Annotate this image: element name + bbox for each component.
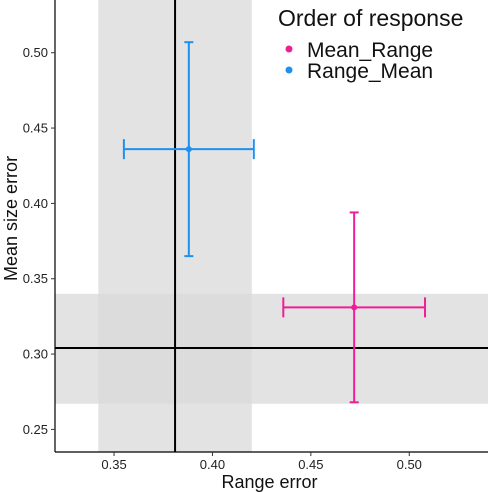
plot-area xyxy=(55,0,488,452)
x-axis-ticks: 0.35 0.40 0.45 0.50 xyxy=(101,452,422,472)
y-tick-label: 0.45 xyxy=(23,121,48,136)
x-tick-label: 0.35 xyxy=(101,457,126,472)
y-axis-title: Mean size error xyxy=(1,156,21,281)
legend-label: Mean_Range xyxy=(307,39,433,62)
series-range-mean xyxy=(122,41,255,258)
y-tick-label: 0.30 xyxy=(23,347,48,362)
series-mean-range xyxy=(282,211,427,404)
x-tick-label: 0.45 xyxy=(298,457,323,472)
data-point xyxy=(351,304,358,311)
y-tick-label: 0.25 xyxy=(23,422,48,437)
legend-label: Range_Mean xyxy=(307,60,433,83)
data-point xyxy=(185,146,192,153)
legend-title: Order of response xyxy=(278,5,463,31)
y-tick-label: 0.50 xyxy=(23,45,48,60)
x-tick-label: 0.50 xyxy=(397,457,422,472)
x-axis-title: Range error xyxy=(221,472,317,492)
y-axis-ticks: 0.25 0.30 0.35 0.40 0.45 0.50 xyxy=(23,45,55,437)
x-tick-label: 0.40 xyxy=(200,457,225,472)
data-marks xyxy=(122,41,427,404)
legend-swatch xyxy=(285,66,293,74)
y-tick-label: 0.40 xyxy=(23,196,48,211)
y-tick-label: 0.35 xyxy=(23,271,48,286)
legend-swatch xyxy=(285,45,293,53)
